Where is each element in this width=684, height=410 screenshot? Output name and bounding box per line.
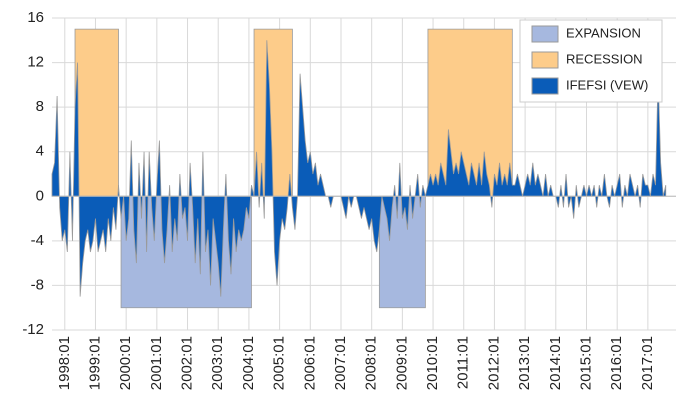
legend: EXPANSION RECESSION IFEFSI (VEW) (519, 19, 663, 103)
area-series (74, 28, 513, 197)
x-tick-label: 2001:01 (148, 336, 165, 390)
y-tick-label: -8 (31, 276, 44, 293)
x-tick-label: 2000:01 (117, 336, 134, 390)
x-tick-label: 2002:01 (179, 336, 196, 390)
x-tick-label: 2006:01 (301, 336, 318, 390)
y-tick-label: -12 (22, 321, 44, 338)
y-tick-label: -4 (31, 232, 44, 249)
y-tick-label: 12 (27, 54, 44, 71)
x-tick-label: 1999:01 (86, 336, 103, 390)
x-tick-label: 2017:01 (639, 336, 656, 390)
x-tick-label: 2008:01 (363, 336, 380, 390)
x-tick-label: 2014:01 (547, 336, 564, 390)
x-tick-label: 2012:01 (485, 336, 502, 390)
x-tick-label: 1998:01 (56, 336, 73, 390)
y-tick-label: 0 (36, 187, 44, 204)
y-tick-label: 16 (27, 9, 44, 26)
x-tick-label: 2010:01 (424, 336, 441, 390)
x-tick-label: 2007:01 (332, 336, 349, 390)
legend-swatch (531, 25, 559, 43)
y-tick-label: 8 (36, 98, 44, 115)
x-tick-label: 2003:01 (209, 336, 226, 390)
x-tick-label: 2004:01 (240, 336, 257, 390)
legend-swatch (531, 51, 559, 69)
legend-label: IFEFSI (VEW) (566, 77, 648, 92)
x-tick-label: 2013:01 (516, 336, 533, 390)
x-tick-label: 2009:01 (393, 336, 410, 390)
legend-label: RECESSION (566, 51, 643, 66)
y-tick-label: 4 (36, 143, 44, 160)
x-tick-label: 2016:01 (608, 336, 625, 390)
legend-swatch (531, 77, 559, 95)
x-tick-label: 2011:01 (455, 336, 472, 389)
area-series (51, 40, 667, 297)
x-tick-label: 2005:01 (271, 336, 288, 390)
x-tick-label: 2015:01 (577, 336, 594, 390)
legend-label: EXPANSION (566, 25, 641, 40)
